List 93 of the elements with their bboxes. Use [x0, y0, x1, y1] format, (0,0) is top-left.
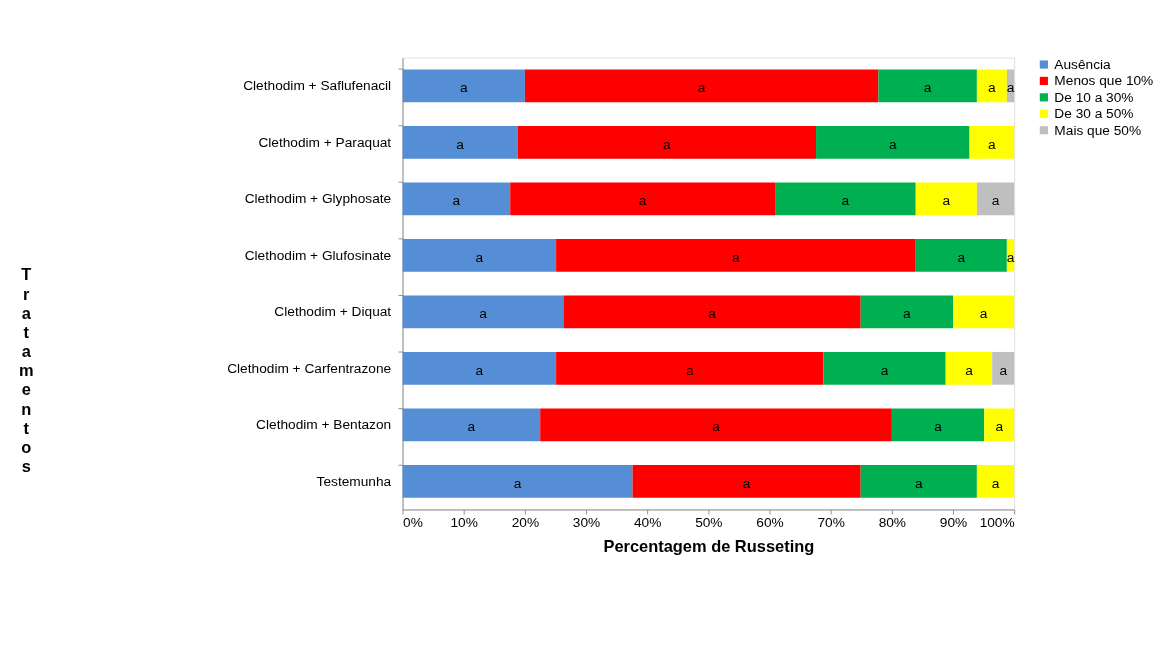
- x-tick-label: 70%: [817, 515, 845, 531]
- bar: [860, 295, 954, 329]
- bar: [402, 238, 557, 272]
- data-label: a: [708, 306, 717, 322]
- legend-label: De 10 a 30%: [1054, 89, 1134, 105]
- bar: [556, 238, 916, 272]
- bar: [402, 351, 557, 385]
- data-label: a: [880, 362, 889, 378]
- x-tick-label: 10%: [450, 515, 478, 531]
- bar: [402, 295, 564, 329]
- data-label: a: [957, 249, 966, 265]
- data-label: a: [942, 193, 951, 209]
- bar: [540, 408, 892, 442]
- x-tick-label: 80%: [878, 515, 907, 531]
- bar: [402, 126, 518, 159]
- data-label: a: [662, 136, 671, 152]
- x-tick-label: 0%: [403, 515, 423, 531]
- bar: [402, 464, 633, 498]
- data-label: a: [995, 419, 1004, 435]
- text: Tratamentos: [19, 265, 34, 476]
- data-label: a: [999, 362, 1008, 378]
- bar: [823, 351, 946, 385]
- bar: [860, 464, 977, 498]
- bar: [517, 126, 817, 159]
- bar: [402, 69, 525, 103]
- bar: [524, 69, 879, 103]
- bar: [878, 69, 977, 103]
- legend-label: Mais que 50%: [1054, 122, 1142, 138]
- bar: [992, 351, 1015, 385]
- bar: [632, 464, 861, 498]
- data-label: a: [888, 136, 897, 152]
- data-label: a: [1006, 80, 1015, 96]
- bar: [402, 408, 541, 442]
- x-tick-label: 50%: [695, 515, 723, 531]
- data-label: a: [914, 475, 923, 491]
- data-label: a: [988, 136, 997, 152]
- x-tick-label: 30%: [572, 515, 601, 531]
- data-label: a: [685, 362, 694, 378]
- bar: [915, 238, 1007, 272]
- data-label: a: [903, 306, 912, 322]
- data-label: a: [979, 306, 988, 322]
- x-tick-label: 100%: [979, 515, 1015, 531]
- data-label: a: [467, 419, 476, 435]
- bar: [945, 351, 993, 385]
- data-label: a: [732, 249, 741, 265]
- legend-label: Menos que 10%: [1054, 73, 1154, 89]
- bar: [510, 182, 776, 216]
- bar: [976, 464, 1015, 498]
- data-label: a: [934, 419, 943, 435]
- bar: [556, 351, 824, 385]
- bar: [969, 126, 1015, 159]
- bar: [816, 126, 970, 159]
- data-label: a: [459, 80, 468, 96]
- x-tick-label: 20%: [511, 515, 540, 531]
- y-tick-label: Clethodim + Carfentrazone: [227, 360, 392, 376]
- y-tick-label: Clethodim + Glyphosate: [244, 191, 392, 207]
- data-label: a: [742, 475, 751, 491]
- data-label: a: [988, 80, 997, 96]
- data-label: a: [697, 80, 706, 96]
- data-label: a: [991, 193, 1000, 209]
- y-tick-label: Clethodim + Bentazon: [256, 417, 392, 433]
- bar: [563, 295, 861, 329]
- legend-label: Ausência: [1054, 57, 1112, 73]
- data-label: a: [513, 475, 522, 491]
- data-label: a: [452, 193, 461, 209]
- legend-label: De 30 a 50%: [1054, 106, 1134, 122]
- bar: [976, 69, 1007, 103]
- bar: [953, 295, 1015, 329]
- x-tick-label: 60%: [756, 515, 784, 531]
- x-axis-title: Percentagem de Russeting: [603, 536, 815, 555]
- data-label: a: [712, 419, 721, 435]
- data-label: a: [923, 80, 932, 96]
- bar: [984, 408, 1015, 442]
- data-label: a: [638, 193, 647, 209]
- bar: [976, 182, 1015, 216]
- y-tick-label: Testemunha: [316, 473, 392, 489]
- data-label: a: [456, 136, 465, 152]
- data-label: a: [475, 249, 484, 265]
- bar: [915, 182, 977, 216]
- y-tick-label: Clethodim + Paraquat: [258, 134, 392, 150]
- y-tick-label: Clethodim + Diquat: [274, 304, 392, 320]
- data-label: a: [991, 475, 1000, 491]
- bar: [402, 182, 511, 216]
- y-tick-label: Clethodim + Glufosinate: [244, 247, 392, 263]
- data-label: a: [965, 362, 974, 378]
- x-tick-label: 90%: [939, 515, 968, 531]
- data-label: a: [841, 193, 850, 209]
- bar: [775, 182, 916, 216]
- data-label: a: [475, 362, 484, 378]
- y-tick-label: Clethodim + Saflufenacil: [243, 78, 392, 94]
- bar: [891, 408, 985, 442]
- x-tick-label: 40%: [633, 515, 662, 531]
- data-label: a: [479, 306, 488, 322]
